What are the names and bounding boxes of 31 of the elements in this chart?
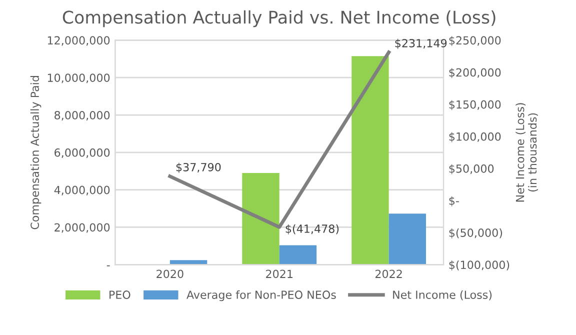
bar [388, 214, 426, 265]
y-tick-label: 2,000,000 [54, 223, 110, 233]
y2-tick-label: $200,000 [449, 68, 501, 78]
y-tick-label: 8,000,000 [54, 110, 110, 121]
data-label: $37,790 [176, 162, 221, 173]
y2-tick-label: $250,000 [449, 36, 501, 46]
x-tick-label: 2020 [156, 270, 184, 278]
y-tick-label: 10,000,000 [48, 74, 110, 84]
y-tick-label: 4,000,000 [54, 186, 110, 196]
y2-tick-label: $150,000 [449, 100, 501, 110]
data-label: $(41,478) [286, 224, 339, 234]
legend-label: Average for Non-PEO NEOs [186, 290, 336, 302]
y-axis-title: Compensation Actually Paid [30, 76, 42, 230]
bar [279, 245, 317, 265]
bar [352, 56, 389, 265]
bar [242, 173, 280, 265]
x-tick-label: 2022 [375, 270, 402, 278]
legend-label: PEO [110, 290, 130, 299]
chart-title: Compensation Actually Paid vs. Net Income (Loss) [62, 10, 496, 28]
y-tick-label: 6,000,000 [54, 148, 110, 158]
x-tick-label: 2021 [266, 270, 292, 278]
y2-tick-label: $(50,000) [449, 228, 502, 238]
y2-tick-label: $(100,000) [449, 260, 510, 271]
y2-tick-label: $100,000 [449, 132, 501, 142]
legend-label: Net Income (Loss) [393, 290, 492, 300]
data-label: $231,149 [395, 38, 447, 49]
y2-tick-label: $- [449, 196, 459, 206]
y2-tick-label: $50,000 [449, 164, 494, 174]
y2-axis-title: Net Income (Loss) (in thousands) [516, 103, 538, 202]
y-tick-label: - [106, 265, 110, 266]
y-tick-label: 12,000,000 [48, 36, 110, 46]
